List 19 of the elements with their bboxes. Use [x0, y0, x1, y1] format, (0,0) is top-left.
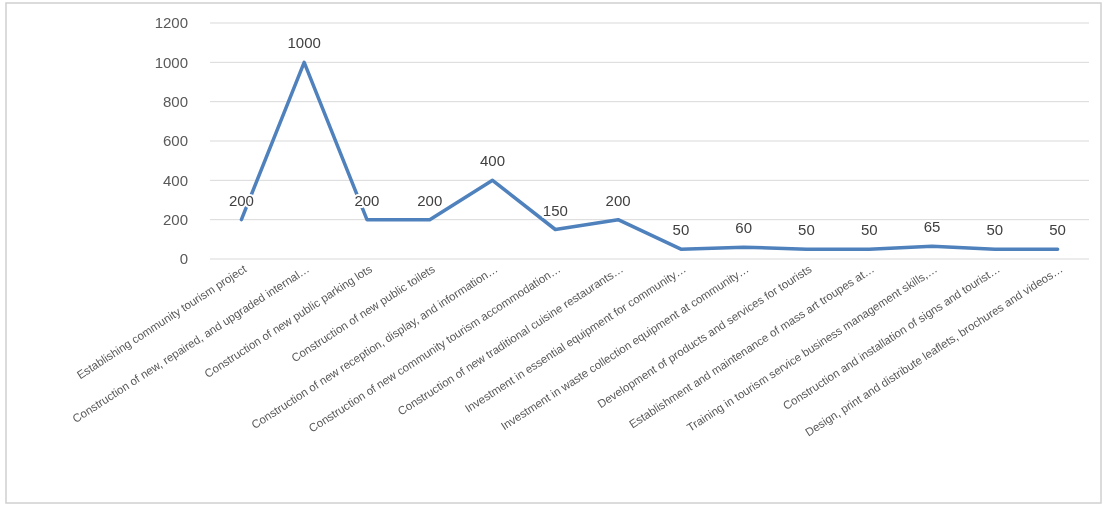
data-label: 200 — [605, 191, 631, 209]
y-tick-label: 0 — [179, 250, 188, 268]
data-label: 50 — [672, 221, 690, 239]
y-tick-label: 1000 — [154, 53, 188, 71]
y-tick-label: 600 — [162, 132, 188, 150]
y-tick-label: 400 — [162, 171, 188, 189]
data-label: 150 — [542, 201, 568, 219]
data-label: 50 — [986, 221, 1004, 239]
data-label: 400 — [480, 152, 506, 170]
y-tick-label: 1200 — [154, 14, 188, 32]
data-label: 1000 — [287, 34, 321, 52]
data-label: 200 — [417, 191, 443, 209]
data-label: 65 — [923, 218, 941, 236]
data-label: 50 — [798, 221, 815, 239]
data-label: 50 — [1049, 221, 1066, 239]
data-label: 50 — [860, 221, 878, 239]
data-label: 60 — [735, 219, 753, 237]
y-tick-label: 800 — [162, 92, 188, 110]
y-tick-label: 200 — [162, 210, 188, 228]
